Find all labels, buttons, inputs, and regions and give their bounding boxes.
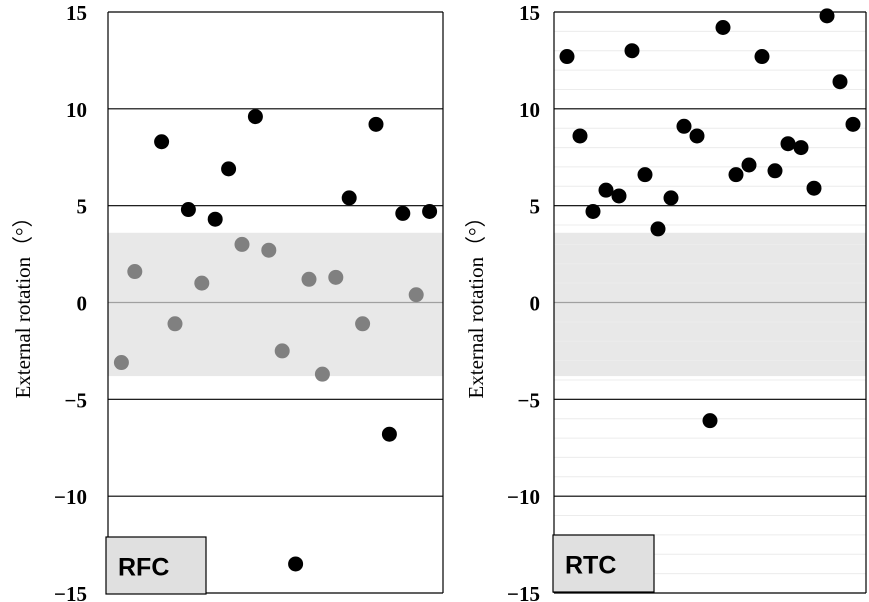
y-tick-label: 10 (66, 98, 87, 122)
data-point (288, 556, 304, 572)
data-point (422, 203, 438, 219)
y-tick-label: −10 (507, 485, 540, 509)
data-point (650, 221, 666, 237)
data-point (381, 426, 397, 442)
data-point (194, 275, 210, 291)
data-point (261, 242, 277, 258)
y-tick-label: −5 (518, 388, 540, 412)
y-tick-label: 0 (77, 292, 88, 316)
chart-panel-rfc: 15 10 5 0 −5 −10 −15 External rotation（°） RFC (11, 1, 444, 602)
data-point (127, 264, 143, 280)
data-point (611, 188, 627, 204)
data-point (585, 203, 601, 219)
data-point (572, 128, 588, 144)
panel-tag-label: RFC (118, 554, 169, 582)
data-point (845, 116, 861, 132)
y-tick-label: 15 (66, 1, 87, 25)
data-point (395, 205, 411, 221)
panel-tag-box (105, 536, 207, 595)
data-point (767, 163, 783, 179)
data-point (113, 355, 129, 371)
data-point (832, 74, 848, 90)
data-point (741, 157, 757, 173)
data-point (180, 202, 196, 218)
data-point (624, 43, 640, 59)
panel-tag-label: RTC (565, 552, 616, 580)
data-point (408, 287, 424, 303)
shaded-band (108, 232, 443, 377)
data-point (702, 413, 718, 429)
data-point (637, 167, 653, 183)
shaded-band (554, 232, 866, 377)
data-point (207, 211, 223, 227)
chart-panel-rtc: 15 10 5 0 −5 −10 −15 External rotation（°） RTC (464, 1, 867, 602)
y-tick-label: −15 (54, 582, 87, 602)
data-point (301, 271, 317, 287)
y-axis-label: External rotation（°） (464, 206, 488, 398)
y-tick-label: 5 (530, 195, 541, 219)
data-point (819, 8, 835, 24)
y-tick-label: −5 (65, 388, 87, 412)
data-point (676, 118, 692, 134)
panel-tag-box (552, 534, 655, 593)
data-point (274, 343, 290, 359)
data-point (234, 236, 250, 252)
data-point (328, 269, 344, 285)
data-point (689, 128, 705, 144)
data-point (728, 167, 744, 183)
data-point (355, 316, 371, 332)
data-point (715, 19, 731, 35)
y-tick-label: 5 (77, 195, 88, 219)
data-point (154, 134, 170, 150)
data-point (598, 182, 614, 198)
data-point (368, 116, 384, 132)
data-point (754, 49, 770, 65)
data-point (559, 49, 575, 65)
y-tick-label: 15 (519, 1, 540, 25)
data-point (780, 136, 796, 152)
data-point (314, 366, 330, 382)
y-tick-label: 10 (519, 98, 540, 122)
data-point (806, 180, 822, 196)
data-point (663, 190, 679, 206)
y-axis-label: External rotation（°） (11, 206, 35, 398)
data-point (341, 190, 357, 206)
data-point (793, 140, 809, 156)
data-point (247, 109, 263, 125)
y-tick-label: −15 (507, 582, 540, 602)
y-tick-label: 0 (530, 292, 541, 316)
y-tick-label: −10 (54, 485, 87, 509)
data-point (167, 316, 183, 332)
data-point (221, 161, 237, 177)
